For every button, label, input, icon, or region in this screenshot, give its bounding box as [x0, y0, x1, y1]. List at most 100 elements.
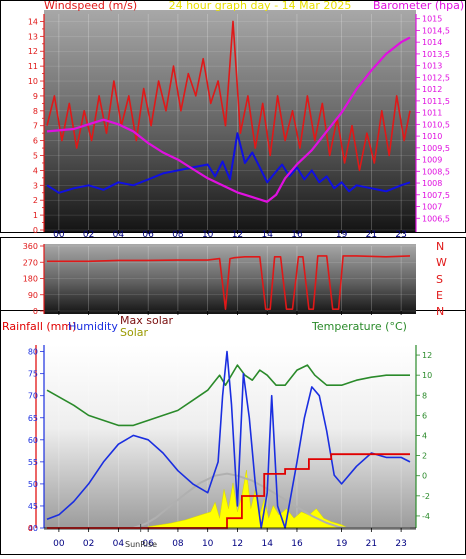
hour-tick-label: 04 — [113, 230, 125, 240]
temperature-tick-label: -2 — [422, 492, 430, 501]
direction-tick-label: 90 — [28, 291, 38, 300]
temperature-tick-label: 2 — [422, 452, 427, 461]
compass-label-n-top: N — [436, 240, 444, 253]
wind-tick-label: 9 — [33, 92, 38, 101]
direction-tick-label: 270 — [23, 258, 38, 267]
wind-tick-label: 1 — [33, 211, 38, 220]
temperature-line — [46, 364, 410, 427]
rainfall-legend: Rainfall (mm) — [2, 320, 76, 333]
hour-tick-label: 12 — [232, 230, 243, 240]
hour-tick-label: 10 — [202, 539, 214, 549]
baro-tick-label: 1009,5 — [422, 144, 450, 153]
wind-tick-label: 14 — [28, 17, 38, 26]
wind-tick-label: 7 — [33, 122, 38, 131]
hour-tick-label: 23 — [395, 539, 406, 549]
wind-tick-label: 13 — [28, 32, 38, 41]
direction-tick-label: 180 — [23, 275, 38, 284]
baro-tick-label: 1013,5 — [422, 50, 450, 59]
windspeed-axis-label: Windspeed (m/s) — [44, 0, 137, 12]
temperature-tick-label: 4 — [422, 431, 427, 440]
direction-tick-label: 0 — [33, 307, 38, 316]
humidity-tick-label: 45 — [28, 502, 38, 511]
temperature-tick-label: 8 — [422, 391, 427, 400]
compass-label-e: E — [436, 289, 443, 302]
hour-tick-label: 10 — [202, 230, 214, 240]
hour-tick-label: 19 — [336, 539, 348, 549]
humidity-tick-label: 50 — [28, 480, 38, 489]
direction-plot-area — [44, 244, 416, 314]
baro-tick-label: 1007 — [422, 203, 442, 212]
compass-label-w: W — [436, 256, 447, 269]
hour-tick-label: 14 — [261, 539, 273, 549]
hour-tick-label: 12 — [232, 539, 243, 549]
humidity-legend: Humidity — [68, 320, 118, 333]
barometer-line — [46, 36, 411, 203]
baro-tick-label: 1012 — [422, 85, 442, 94]
baro-tick-label: 1006,5 — [422, 214, 450, 223]
temperature-tick-label: 0 — [422, 472, 427, 481]
baro-tick-label: 1015 — [422, 15, 442, 24]
compass-label-s: S — [436, 273, 443, 286]
humidity-tick-label: 55 — [28, 458, 38, 467]
hour-tick-label: 21 — [366, 230, 377, 240]
humidity-tick-label: 60 — [28, 436, 38, 445]
wind-tick-label: 8 — [33, 107, 38, 116]
temperature-tick-label: -4 — [422, 512, 430, 521]
baro-tick-label: 1009 — [422, 156, 442, 165]
hour-tick-label: 04 — [113, 539, 125, 549]
hour-tick-label: 06 — [142, 539, 154, 549]
wind-gust-line — [46, 20, 411, 172]
hour-tick-label: 23 — [395, 230, 406, 240]
wind-tick-label: 6 — [33, 137, 38, 146]
compass-label-n-bottom: N — [436, 305, 444, 318]
baro-tick-label: 1010 — [422, 132, 442, 141]
max-solar-line — [47, 472, 410, 529]
wind-tick-label: 3 — [33, 181, 38, 190]
hour-tick-label: 16 — [291, 539, 303, 549]
temperature-tick-label: 6 — [422, 411, 427, 420]
wind-tick-label: 12 — [28, 47, 38, 56]
hour-tick-label: 02 — [83, 539, 94, 549]
hour-tick-label: 16 — [291, 230, 303, 240]
temperature-tick-label: 10 — [422, 371, 432, 380]
baro-tick-label: 1014,5 — [422, 26, 450, 35]
rain-tick-label: 0 — [28, 524, 33, 533]
humidity-tick-label: 70 — [28, 392, 38, 401]
temperature-legend: Temperature (°C) — [311, 320, 407, 333]
baro-tick-label: 1011 — [422, 109, 442, 118]
wind-tick-label: 2 — [33, 196, 38, 205]
baro-tick-label: 1014 — [422, 38, 442, 47]
humidity-tick-label: 40 — [28, 524, 38, 533]
baro-tick-label: 1011,5 — [422, 97, 450, 106]
wind-tick-label: 11 — [28, 62, 38, 71]
hour-tick-label: 08 — [172, 230, 184, 240]
hour-tick-label: 08 — [172, 539, 184, 549]
hour-tick-label: 21 — [366, 539, 377, 549]
wind-tick-label: 0 — [33, 226, 38, 235]
baro-tick-label: 1008 — [422, 179, 442, 188]
graph-title: 24 hour graph day - 14 Mar 2025 — [169, 0, 352, 12]
sunrise-label: SunRise — [125, 540, 157, 549]
max-solar-legend: Max solar — [120, 314, 173, 327]
baro-tick-label: 1008,5 — [422, 167, 450, 176]
hour-tick-label: 06 — [142, 230, 154, 240]
humidity-tick-label: 65 — [28, 414, 38, 423]
wind-average-line — [46, 132, 411, 194]
humidity-tick-label: 80 — [28, 348, 38, 357]
wind-tick-label: 4 — [33, 166, 38, 175]
direction-tick-label: 360 — [23, 242, 38, 251]
temperature-tick-label: 12 — [422, 351, 432, 360]
humidity-tick-label: 75 — [28, 370, 38, 379]
baro-tick-label: 1007,5 — [422, 191, 450, 200]
hour-tick-label: 02 — [83, 230, 94, 240]
baro-tick-label: 1013 — [422, 62, 442, 71]
hour-tick-label: 00 — [53, 539, 65, 549]
rainfall-line — [47, 453, 410, 529]
humidity-line — [46, 350, 411, 529]
hour-tick-label: 14 — [261, 230, 273, 240]
solar-legend: Solar — [120, 326, 149, 339]
hour-tick-label: 00 — [53, 230, 65, 240]
barometer-axis-label: Barometer (hpa) — [373, 0, 464, 12]
wind-tick-label: 10 — [28, 77, 38, 86]
